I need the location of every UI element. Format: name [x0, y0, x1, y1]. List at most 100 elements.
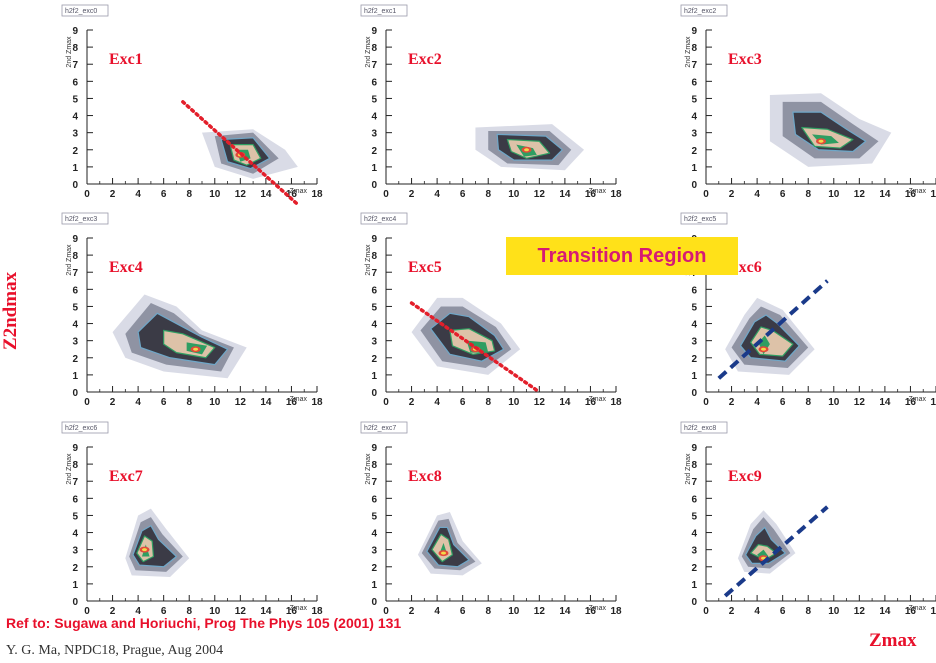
y-tick-label: 9	[72, 443, 78, 454]
panel-hist-tag-box	[360, 4, 408, 17]
y-tick-label: 0	[72, 597, 78, 608]
panel-hist-tag: h2f2_exc6	[65, 425, 97, 432]
x-tick-label: 14	[260, 189, 272, 200]
x-tick-label: 0	[84, 397, 90, 408]
y-tick-label: 4	[691, 112, 697, 123]
x-tick-label: 8	[485, 397, 491, 408]
panel-y-title: 2nd Zmax	[365, 453, 372, 485]
x-tick-label: 6	[460, 397, 466, 408]
y-tick-label: 6	[691, 494, 697, 505]
panel-x-title: Zmax	[589, 396, 607, 403]
x-tick-label: 0	[383, 189, 389, 200]
x-tick-label: 10	[508, 189, 520, 200]
x-tick-label: 6	[161, 189, 167, 200]
y-tick-label: 3	[72, 546, 78, 557]
panel-x-title: Zmax	[909, 188, 927, 195]
x-tick-label: 4	[135, 397, 141, 408]
y-tick-label: 2	[691, 563, 697, 574]
y-tick-label: 7	[72, 477, 78, 488]
panel-hist-tag-box	[61, 4, 109, 17]
x-tick-label: 14	[559, 189, 571, 200]
y-tick-label: 2	[72, 563, 78, 574]
x-tick-label: 8	[186, 397, 192, 408]
x-tick-label: 14	[559, 397, 571, 408]
x-tick-label: 8	[186, 189, 192, 200]
x-tick-label: 8	[805, 397, 811, 408]
x-tick-label: 8	[805, 606, 811, 617]
x-tick-label: 16	[286, 397, 298, 408]
panel-y-title: 2nd Zmax	[365, 36, 372, 68]
y-tick-label: 2	[691, 354, 697, 365]
panel-x-title: Zmax	[589, 188, 607, 195]
x-tick-label: 16	[905, 397, 917, 408]
y-axis-label: Z2ndmax	[0, 271, 22, 351]
y-tick-label: 8	[72, 251, 78, 262]
panel-hist-tag: h2f2_exc5	[684, 216, 716, 223]
y-tick-label: 3	[72, 129, 78, 140]
panel-hist-tag: h2f2_exc2	[684, 8, 716, 15]
y-tick-label: 3	[371, 546, 377, 557]
x-tick-label: 0	[383, 606, 389, 617]
x-tick-label: 2	[409, 606, 415, 617]
y-tick-label: 1	[72, 580, 78, 591]
y-tick-label: 1	[691, 163, 697, 174]
y-tick-label: 3	[691, 337, 697, 348]
x-tick-label: 18	[610, 397, 622, 408]
y-tick-label: 6	[72, 285, 78, 296]
panel-hist-tag-box	[680, 4, 728, 17]
x-tick-label: 12	[534, 397, 546, 408]
panel-hist-tag-box	[61, 212, 109, 225]
y-tick-label: 2	[72, 354, 78, 365]
contour-peak-core	[524, 148, 530, 152]
panel-title: Exc9	[728, 468, 762, 485]
y-tick-label: 5	[371, 94, 377, 105]
panel-hist-tag-box	[360, 212, 408, 225]
panel-exc6: h2f2_exc501234567890246810121416182nd Zm…	[680, 212, 936, 408]
y-tick-label: 0	[691, 597, 697, 608]
x-tick-label: 2	[110, 606, 116, 617]
panel-hist-tag: h2f2_exc0	[65, 8, 97, 15]
y-tick-label: 5	[72, 94, 78, 105]
panel-hist-tag-box	[680, 421, 728, 434]
x-tick-label: 6	[460, 189, 466, 200]
red-dotted-trend-line	[181, 100, 300, 207]
y-tick-label: 7	[691, 60, 697, 71]
red-dotted-trend-line	[409, 301, 542, 394]
x-tick-label: 8	[485, 189, 491, 200]
y-tick-label: 4	[371, 112, 377, 123]
panel-y-title: 2nd Zmax	[66, 453, 73, 485]
x-tick-label: 18	[930, 606, 936, 617]
x-tick-label: 14	[879, 606, 891, 617]
x-tick-label: 16	[905, 189, 917, 200]
y-tick-label: 0	[72, 388, 78, 399]
author-credit: Y. G. Ma, NPDC18, Prague, Aug 2004	[6, 643, 224, 658]
panel-exc9: h2f2_exc801234567890246810121416182nd Zm…	[680, 421, 936, 617]
y-tick-label: 0	[691, 180, 697, 191]
y-tick-label: 1	[371, 163, 377, 174]
x-tick-label: 16	[905, 606, 917, 617]
x-axis-label: Zmax	[869, 630, 917, 651]
y-tick-label: 1	[691, 371, 697, 382]
x-tick-label: 18	[311, 189, 323, 200]
x-tick-label: 10	[828, 606, 840, 617]
x-tick-label: 6	[161, 606, 167, 617]
y-tick-label: 9	[371, 443, 377, 454]
x-tick-label: 8	[186, 606, 192, 617]
x-tick-label: 16	[585, 606, 597, 617]
x-tick-label: 4	[434, 397, 440, 408]
y-tick-label: 5	[371, 302, 377, 313]
panel-title: Exc3	[728, 51, 762, 68]
y-tick-label: 0	[371, 388, 377, 399]
transition-region-label: Transition Region	[506, 237, 738, 275]
x-tick-label: 4	[754, 397, 760, 408]
panel-hist-tag: h2f2_exc1	[364, 8, 396, 15]
y-tick-label: 6	[371, 77, 377, 88]
panel-y-title: 2nd Zmax	[685, 36, 692, 68]
panel-exc3: h2f2_exc201234567890246810121416182nd Zm…	[680, 4, 936, 200]
y-tick-label: 4	[371, 320, 377, 331]
